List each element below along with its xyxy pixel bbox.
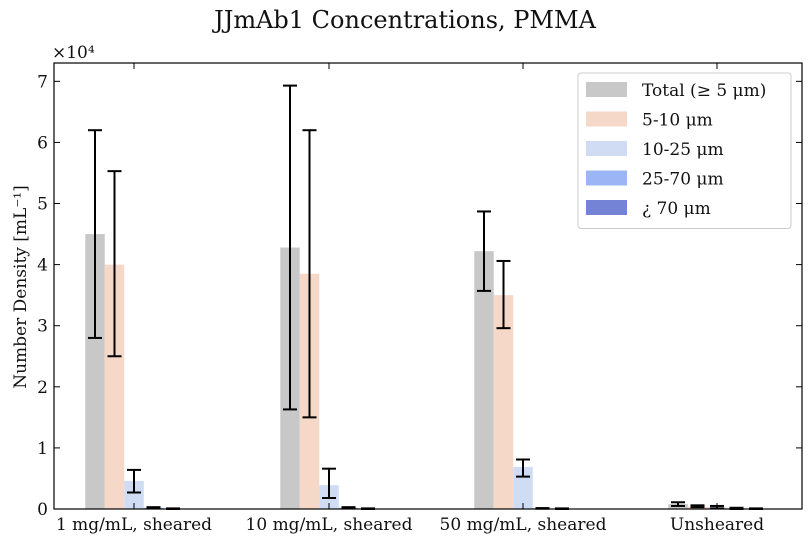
y-tick-label: 3 (37, 317, 48, 337)
legend-swatch (586, 200, 627, 215)
bar (124, 480, 144, 509)
legend-swatch (586, 111, 627, 127)
legend-swatch (586, 141, 627, 156)
y-tick-label: 0 (37, 500, 48, 520)
y-tick-label: 4 (37, 256, 48, 276)
y-tick-label: 5 (37, 195, 48, 215)
x-tick-label: 10 mg/mL, sheared (246, 515, 413, 535)
chart-title: JJmAb1 Concentrations, PMMA (211, 6, 596, 34)
legend-label: Total (≥ 5 μm) (642, 81, 766, 101)
y-tick-label: 7 (37, 72, 48, 92)
plot-area: 0 1 2 3 4 5 6 7 1 mg/mL, sheared 10 mg/mL, sheare… (37, 62, 803, 535)
y-tick-label: 2 (37, 378, 48, 398)
y-axis-label: Number Density [mL⁻¹] (11, 185, 31, 389)
bar (493, 295, 514, 509)
legend-label: 5-10 μm (642, 111, 713, 131)
x-tick-label: Unsheared (670, 515, 764, 535)
y-tick-label: 1 (37, 439, 48, 459)
x-tick-label: 50 mg/mL, sheared (440, 515, 607, 535)
legend-swatch (586, 82, 627, 97)
legend-label: ¿ 70 μm (642, 199, 711, 219)
x-tick-label: 1 mg/mL, sheared (56, 515, 212, 535)
axes-frame (53, 62, 803, 510)
legend-swatch (586, 170, 627, 186)
y-multiplier: ×10⁴ (52, 43, 95, 63)
legend-label: 10-25 μm (642, 140, 724, 160)
bar (474, 251, 494, 509)
y-tick-label: 6 (37, 133, 48, 153)
bar (104, 264, 125, 509)
bar (85, 234, 105, 510)
legend-box (577, 72, 792, 229)
legend-label: 25-70 μm (642, 170, 724, 190)
legend: Total (≥ 5 μm) 5-10 μm 10-25 μm 25-70 μm ¿ 7… (577, 72, 792, 229)
